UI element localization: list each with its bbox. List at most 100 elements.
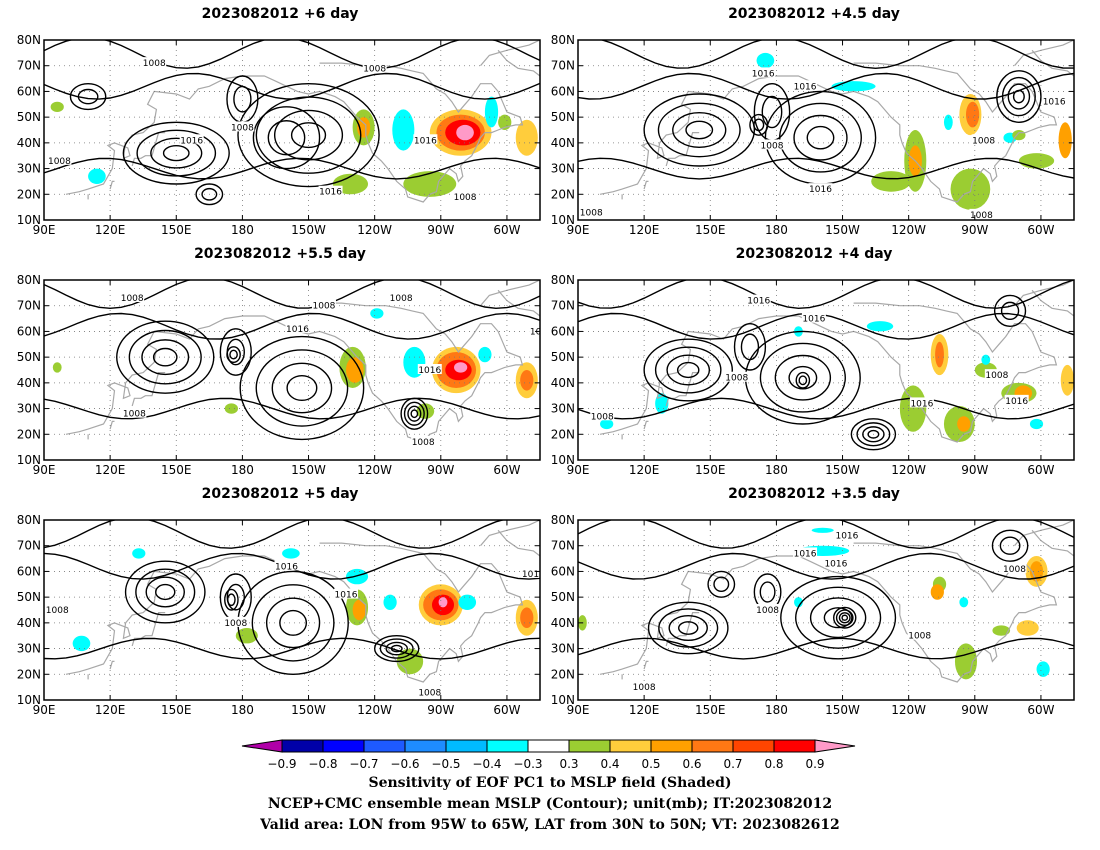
contour-label: 1008 xyxy=(454,193,477,203)
contour-label: 1016 xyxy=(794,82,817,92)
x-tick-label: 120E xyxy=(95,463,126,477)
mslp-contour xyxy=(224,588,239,611)
panel-title: 2023082012 +6 day xyxy=(201,6,359,22)
contour-label: 1016 xyxy=(1005,397,1028,407)
coastline xyxy=(131,132,166,167)
mslp-contour xyxy=(1000,301,1020,321)
contour-label-bg xyxy=(274,560,299,571)
coastline xyxy=(643,660,649,670)
mslp-contour xyxy=(672,112,727,148)
contour-label: 1008 xyxy=(390,294,413,304)
contour-label-bg xyxy=(521,568,540,578)
x-tick-label: 90W xyxy=(427,463,454,477)
x-tick-label: 180 xyxy=(765,463,788,477)
y-tick-label: 70N xyxy=(17,59,41,73)
mslp-contour xyxy=(759,581,776,603)
x-tick-label: 120W xyxy=(891,703,926,717)
y-tick-label: 30N xyxy=(551,402,575,416)
colorbar-label: −0.6 xyxy=(390,757,419,771)
sensitivity-shade xyxy=(930,584,944,600)
mslp-contour xyxy=(991,529,1029,562)
y-tick-label: 70N xyxy=(551,299,575,313)
contour-label-bg xyxy=(223,616,248,627)
map-area: 1008 1016 1016 1008 1008 1016 xyxy=(44,520,540,700)
mslp-contour xyxy=(798,375,808,386)
sensitivity-shade xyxy=(458,594,477,610)
sensitivity-shade xyxy=(1016,620,1039,636)
sensitivity-shade xyxy=(811,527,834,533)
contour-label: 1008 xyxy=(48,157,71,167)
y-tick-label: 40N xyxy=(551,136,575,150)
colorbar-label: 0.5 xyxy=(641,757,660,771)
contour-label: 1008 xyxy=(985,371,1008,381)
x-tick-label: 150W xyxy=(825,463,860,477)
contour-label-bg xyxy=(334,588,359,599)
x-tick-label: 120W xyxy=(891,463,926,477)
y-tick-label: 10N xyxy=(17,693,41,707)
colorbar-box xyxy=(486,739,529,753)
x-tick-label: 150E xyxy=(161,463,192,477)
contour-label-bg xyxy=(808,183,833,194)
colorbar-box xyxy=(445,739,488,753)
mslp-contour xyxy=(152,347,178,367)
contour-label: 1008 xyxy=(756,606,779,616)
colorbar-box xyxy=(773,739,816,753)
contour-label-bg xyxy=(724,371,749,382)
contour-label-bg xyxy=(47,154,72,165)
caption-line-1: Sensitivity of EOF PC1 to MSLP field (Sh… xyxy=(368,775,732,791)
mslp-contour xyxy=(251,584,335,662)
sensitivity-shade xyxy=(1036,661,1050,677)
contour-label-bg xyxy=(122,407,147,418)
contour-label-bg xyxy=(971,134,996,145)
coastline xyxy=(109,420,115,430)
contour-label: 1008 xyxy=(121,294,144,304)
contour-label-bg xyxy=(793,547,818,558)
mslp-contour xyxy=(1007,83,1031,110)
contour-label-bg xyxy=(834,529,859,540)
y-tick-label: 60N xyxy=(17,84,41,98)
y-tick-label: 70N xyxy=(551,59,575,73)
mslp-contour xyxy=(578,280,1074,310)
colorbar-box xyxy=(609,739,652,753)
mslp-contour xyxy=(379,638,414,659)
sensitivity-shade xyxy=(370,308,384,319)
mslp-contour xyxy=(195,183,224,206)
contour-label-bg xyxy=(909,397,934,408)
mslp-contour xyxy=(162,145,190,162)
mslp-contour xyxy=(713,576,730,593)
contour-label: 1008 xyxy=(970,211,993,221)
mslp-contour xyxy=(761,95,783,129)
x-tick-label: 120E xyxy=(629,223,660,237)
contour-label-bg xyxy=(230,121,255,132)
sensitivity-shade xyxy=(454,362,468,373)
x-tick-label: 90W xyxy=(961,463,988,477)
mslp-contour xyxy=(141,339,190,376)
map-frame xyxy=(43,279,541,461)
x-tick-label: 120W xyxy=(891,223,926,237)
y-tick-label: 80N xyxy=(17,273,41,287)
y-tick-label: 20N xyxy=(551,667,575,681)
sensitivity-shade xyxy=(132,548,146,559)
x-tick-label: 180 xyxy=(765,223,788,237)
mslp-contour xyxy=(749,113,769,136)
contour-label: 1008 xyxy=(412,438,435,448)
contour-label: 1016 xyxy=(275,562,298,572)
contour-label: 1016 xyxy=(286,325,309,335)
x-tick-label: 90E xyxy=(33,463,56,477)
contour-label-bg xyxy=(417,686,442,697)
x-tick-label: 120E xyxy=(629,703,660,717)
mslp-contour xyxy=(666,354,711,386)
x-tick-label: 180 xyxy=(231,223,254,237)
contour-label-bg xyxy=(984,369,1009,380)
mslp-contour xyxy=(999,536,1021,555)
contour-label-bg xyxy=(907,629,932,640)
coastline xyxy=(131,372,166,407)
contour-label-bg xyxy=(793,80,818,91)
y-tick-label: 40N xyxy=(17,136,41,150)
contour-label: 1008 xyxy=(363,64,386,74)
colorbar: −0.9 −0.8 −0.7 −0.6 −0.5 −0.4 −0.3 0.3 0.4 0.5 0.6… xyxy=(241,739,856,771)
map-panel: 1016 1016 1016 1008 1008 1008 1008 90E 120E 150E 1… xyxy=(551,513,1075,717)
contour-label-bg xyxy=(751,67,776,78)
contour-label-bg xyxy=(45,604,70,614)
x-tick-label: 120W xyxy=(357,463,392,477)
